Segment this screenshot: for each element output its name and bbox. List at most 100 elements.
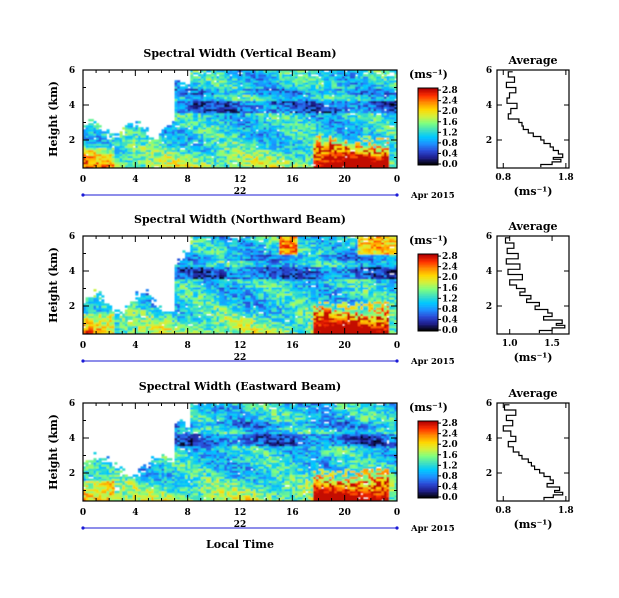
colorbar [418, 254, 438, 332]
colorbar-tick-label: 1.6 [442, 451, 458, 461]
colorbar-tick-label: 2.0 [442, 273, 458, 283]
colorbar-tick-label: 0.4 [442, 482, 458, 492]
average-profile-line [502, 404, 564, 501]
date-axis-end [395, 359, 399, 363]
colorbar-tick-label: 1.6 [442, 118, 458, 128]
average-profile-line [505, 71, 564, 168]
y-tick-label: 4 [69, 267, 75, 277]
average-title: Average [507, 54, 557, 67]
colorbar-frame [417, 420, 439, 499]
average-title: Average [507, 387, 557, 400]
x-tick-label: 12 [234, 508, 247, 518]
colorbar-tick-label: 2.0 [442, 440, 458, 450]
colorbar-tick-label: 0.8 [442, 472, 458, 482]
average-y-tick-label: 2 [486, 469, 492, 479]
colorbar-tick-label: 2.8 [442, 252, 458, 262]
colorbar-tick-label: 2.4 [442, 97, 458, 107]
average-x-axis-label: (ms⁻¹) [514, 185, 553, 198]
average-y-tick-label: 2 [486, 302, 492, 312]
average-y-tick-label: 6 [486, 399, 492, 409]
colorbar-tick-label: 2.0 [442, 107, 458, 117]
average-y-tick-label: 6 [486, 232, 492, 242]
colorbar-unit-label: (ms⁻¹) [409, 401, 448, 414]
average-y-tick-label: 6 [486, 66, 492, 76]
x-tick-label: 8 [185, 341, 191, 351]
average-frame [496, 235, 570, 335]
date-axis-start [81, 526, 85, 530]
colorbar-frame [417, 253, 439, 332]
colorbar-tick-label: 0.0 [442, 326, 458, 336]
colorbar-tick-label: 0.0 [442, 160, 458, 170]
colorbar-tick-label: 2.8 [442, 86, 458, 96]
day-label: 22 [234, 520, 247, 530]
average-frame [496, 402, 570, 502]
y-axis-label: Height (km) [47, 81, 60, 157]
y-axis-label: Height (km) [47, 414, 60, 490]
day-label: 22 [234, 353, 247, 363]
heatmap-title: Spectral Width (Vertical Beam) [143, 47, 336, 60]
heatmap-cells [83, 236, 398, 335]
bottom-xlabel: Local Time [206, 538, 274, 551]
colorbar-tick-label: 2.8 [442, 419, 458, 429]
average-y-tick-label: 4 [486, 267, 492, 277]
colorbar-tick-label: 2.4 [442, 263, 458, 273]
colorbar-tick-label: 1.2 [442, 128, 458, 138]
x-tick-label: 20 [338, 175, 351, 185]
colorbar-tick-label: 0.4 [442, 149, 458, 159]
x-tick-label: 0 [80, 175, 86, 185]
x-tick-label: 20 [338, 508, 351, 518]
x-tick-label: 16 [286, 175, 299, 185]
date-label: Apr 2015 [410, 191, 455, 201]
average-x-axis-label: (ms⁻¹) [514, 351, 553, 364]
y-tick-label: 6 [69, 232, 75, 242]
date-axis-end [395, 526, 399, 530]
average-x-tick-label: 1.5 [544, 339, 560, 349]
colorbar-tick-label: 0.8 [442, 305, 458, 315]
x-tick-label: 0 [80, 341, 86, 351]
x-tick-label: 4 [132, 341, 138, 351]
date-label: Apr 2015 [410, 524, 455, 534]
y-tick-label: 2 [69, 302, 75, 312]
x-tick-label: 16 [286, 508, 299, 518]
heatmap-title: Spectral Width (Eastward Beam) [139, 380, 341, 393]
average-y-tick-label: 2 [486, 136, 492, 146]
colorbar [418, 88, 438, 166]
date-axis-start [81, 359, 85, 363]
colorbar [418, 421, 438, 499]
average-title: Average [507, 220, 557, 233]
y-tick-label: 4 [69, 434, 75, 444]
average-x-tick-label: 1.8 [558, 173, 574, 183]
heatmap-cells [83, 70, 398, 169]
x-tick-label: 0 [394, 175, 400, 185]
x-tick-label: 0 [80, 508, 86, 518]
average-x-tick-label: 1.0 [502, 339, 518, 349]
y-tick-label: 2 [69, 469, 75, 479]
colorbar-tick-label: 0.8 [442, 139, 458, 149]
colorbar-tick-label: 2.4 [442, 430, 458, 440]
heatmap-cells [83, 403, 398, 502]
x-tick-label: 8 [185, 508, 191, 518]
colorbar-frame [417, 87, 439, 166]
y-tick-label: 6 [69, 66, 75, 76]
average-y-tick-label: 4 [486, 434, 492, 444]
x-tick-label: 12 [234, 175, 247, 185]
average-x-tick-label: 0.8 [495, 506, 511, 516]
colorbar-tick-label: 1.2 [442, 461, 458, 471]
x-tick-label: 4 [132, 175, 138, 185]
x-tick-label: 0 [394, 341, 400, 351]
x-tick-label: 0 [394, 508, 400, 518]
y-tick-label: 6 [69, 399, 75, 409]
date-axis-end [395, 193, 399, 197]
x-tick-label: 8 [185, 175, 191, 185]
colorbar-tick-label: 1.2 [442, 294, 458, 304]
x-tick-label: 12 [234, 341, 247, 351]
y-tick-label: 4 [69, 101, 75, 111]
average-x-tick-label: 1.8 [558, 506, 574, 516]
date-axis-start [81, 193, 85, 197]
colorbar-unit-label: (ms⁻¹) [409, 234, 448, 247]
colorbar-unit-label: (ms⁻¹) [409, 68, 448, 81]
x-tick-label: 20 [338, 341, 351, 351]
average-y-tick-label: 4 [486, 101, 492, 111]
colorbar-tick-label: 1.6 [442, 284, 458, 294]
colorbar-tick-label: 0.0 [442, 493, 458, 503]
